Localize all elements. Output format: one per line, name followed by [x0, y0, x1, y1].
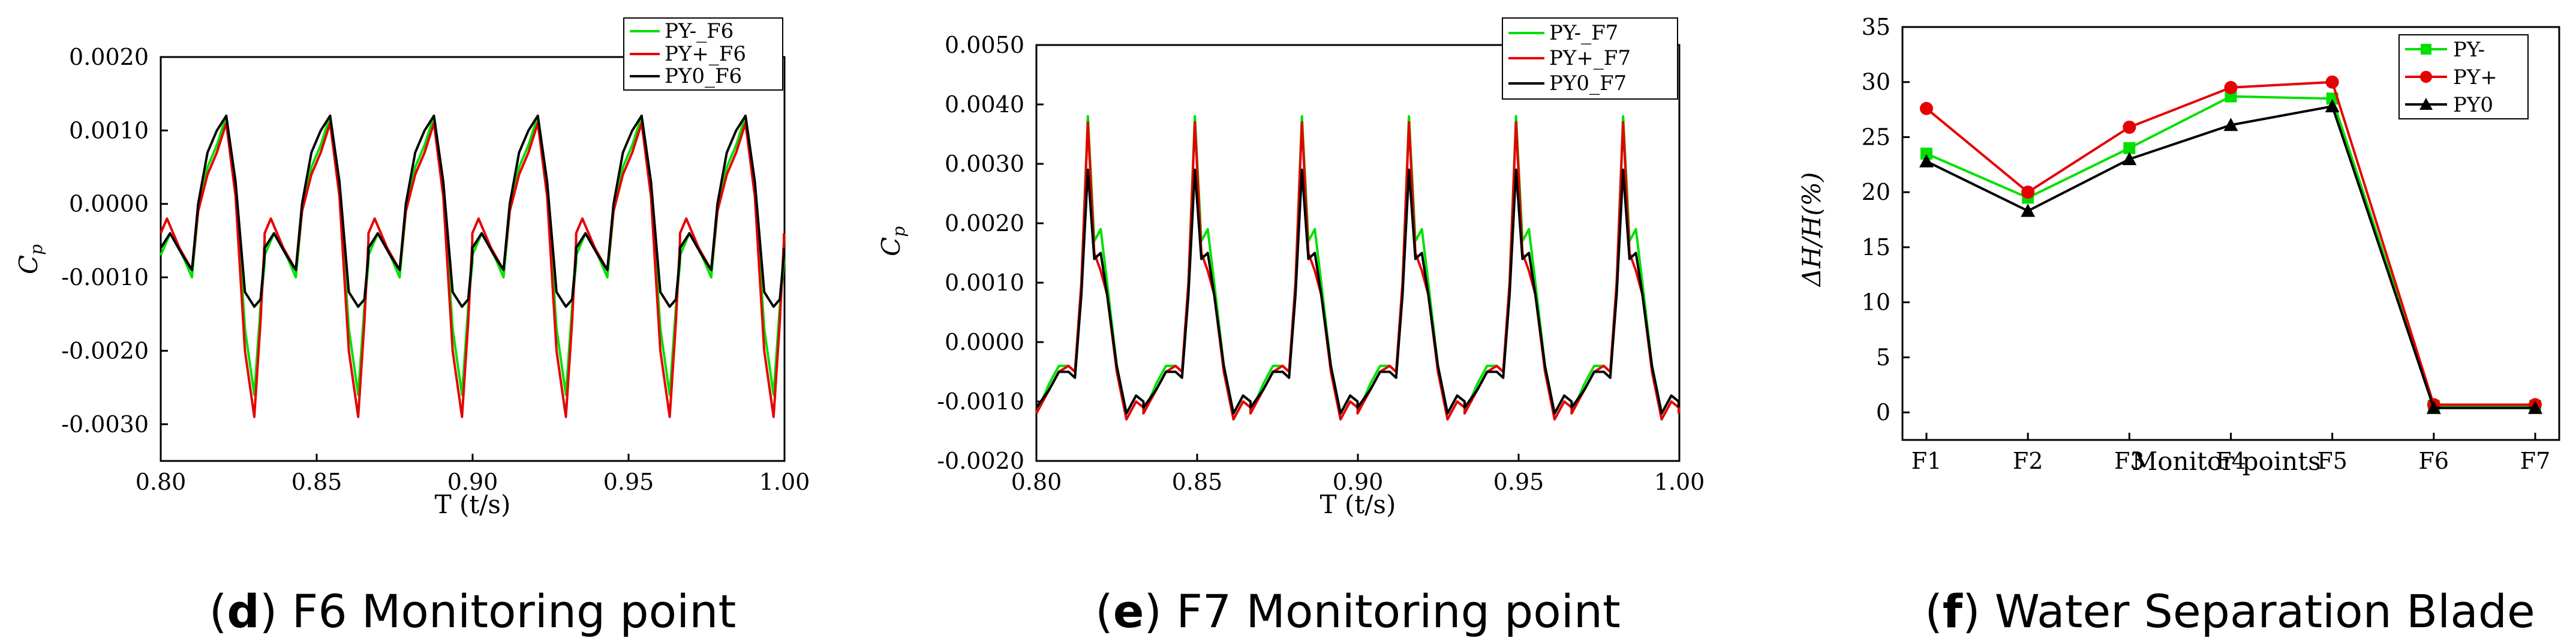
- chart-f-ytick-label-3: 20: [1862, 179, 1890, 205]
- chart-f-series-2-point-2: [2122, 152, 2137, 166]
- chart-d-lines: [160, 114, 785, 418]
- chart-e: 0.80 0.85 0.90 0.95 1.00 0.0050 0.0040 0.0030 0.…: [876, 17, 1705, 638]
- chart-f-ytick-label-6: 5: [1876, 344, 1890, 370]
- chart-e-ytick-label-5: 0.0000: [945, 329, 1024, 355]
- chart-f-series-2-point-0: [1919, 154, 1934, 167]
- chart-e-series-2: [1035, 168, 1680, 415]
- chart-d-ytick-label-5: -0.0030: [61, 411, 149, 438]
- chart-d-ytick-label-1: 0.0010: [69, 117, 149, 143]
- chart-e-ytick-label-3: 0.0020: [945, 210, 1024, 236]
- chart-f-ytick-label-0: 35: [1862, 14, 1890, 40]
- chart-f-legend-marker-0: [2421, 44, 2431, 55]
- chart-f-legend-label-0: PY-: [2453, 38, 2485, 62]
- chart-d: 0.80 0.85 0.90 0.95 1.00 0.0020 0.0010 0.0000 -0…: [14, 17, 810, 638]
- chart-f-series-2-point-5: [2426, 400, 2441, 414]
- chart-e-series-1: [1035, 121, 1680, 421]
- chart-d-series-1: [160, 122, 785, 418]
- chart-d-ytick-label-2: 0.0000: [69, 191, 149, 217]
- chart-f-ytick-label-2: 25: [1862, 124, 1890, 150]
- chart-f-series-1-point-3: [2224, 80, 2238, 94]
- chart-e-legend-box: [1502, 17, 1678, 100]
- chart-f-caption: (f) Water Separation Blade: [1925, 585, 2535, 638]
- chart-f-legend-marker-2: [2419, 98, 2433, 110]
- chart-e-ytick-label-7: -0.0020: [937, 448, 1024, 474]
- chart-e-ytick-label-4: 0.0010: [945, 269, 1024, 296]
- chart-f-series-0-point-0: [1920, 147, 1932, 160]
- chart-d-xtick-label-2: 0.90: [447, 469, 498, 495]
- chart-f-series-0-line: [1926, 95, 2535, 408]
- chart-f-xtick-label-4: F5: [2317, 448, 2347, 474]
- chart-e-xtick-label-2: 0.90: [1333, 469, 1384, 495]
- chart-f-series-2-point-6: [2528, 400, 2542, 414]
- chart-f-series-0-point-2: [2123, 142, 2136, 154]
- chart-e-xtick-label-4: 1.00: [1654, 469, 1705, 495]
- chart-e-legend-label-0: PY-_F7: [1549, 21, 1618, 45]
- chart-e-xlabel: T (t/s): [1320, 490, 1396, 519]
- chart-f-series-2-point-3: [2223, 118, 2238, 131]
- chart-f: F1 F2 F3 F4 F5 F6 F7 35 30 25 20 15 10 5 0 Monitor poi…: [1797, 14, 2560, 638]
- chart-f-series-1-point-1: [2021, 185, 2035, 199]
- chart-f-xtick-label-0: F1: [1911, 448, 1942, 474]
- chart-d-legend-label-0: PY-_F6: [665, 19, 734, 43]
- chart-f-ytick-label-7: 0: [1876, 399, 1890, 426]
- chart-e-xtick-label-3: 0.95: [1493, 469, 1544, 495]
- chart-f-xtick-label-2: F3: [2114, 448, 2145, 474]
- chart-f-legend-label-1: PY+: [2453, 65, 2497, 89]
- chart-f-series-2-line: [1926, 104, 2535, 409]
- chart-e-caption: (e) F7 Monitoring point: [1095, 585, 1621, 638]
- chart-d-caption: (d) F6 Monitoring point: [209, 585, 737, 638]
- chart-e-lines: [1035, 115, 1680, 421]
- chart-d-ytick-label-0: 0.0020: [69, 44, 149, 70]
- chart-e-xtick-label-0: 0.80: [1011, 469, 1062, 495]
- chart-f-xlabel: Monitor points: [2132, 447, 2320, 476]
- chart-e-ticks: 0.80 0.85 0.90 0.95 1.00 0.0050 0.0040 0.0030 0.…: [937, 32, 1705, 495]
- chart-d-legend: PY-_F6 PY+_F6 PY0_F6: [623, 17, 783, 91]
- chart-d-legend-label-1: PY+_F6: [665, 42, 746, 66]
- chart-f-ytick-label-5: 10: [1862, 289, 1890, 316]
- chart-d-xtick-label-0: 0.80: [136, 469, 187, 495]
- chart-d-ylabel: Cp: [14, 244, 46, 274]
- chart-f-series-2-point-4: [2325, 99, 2340, 113]
- chart-d-xlabel: T (t/s): [435, 490, 511, 519]
- chart-e-ytick-label-0: 0.0050: [945, 32, 1024, 58]
- chart-d-legend-label-2: PY0_F6: [665, 64, 742, 88]
- chart-e-xtick-label-1: 0.85: [1172, 469, 1223, 495]
- chart-f-ticks: F1 F2 F3 F4 F5 F6 F7 35 30 25 20 15 10 5 0: [1862, 14, 2551, 474]
- chart-f-ytick-label-1: 30: [1862, 69, 1890, 95]
- chart-f-series-1-point-2: [2123, 120, 2136, 134]
- chart-d-series-2: [160, 114, 785, 308]
- chart-f-legend-label-2: PY0: [2453, 93, 2493, 117]
- chart-e-ytick-label-6: -0.0010: [937, 388, 1024, 415]
- chart-f-xtick-label-1: F2: [2013, 448, 2043, 474]
- chart-f-series-0-point-4: [2326, 92, 2338, 105]
- chart-e-ytick-label-1: 0.0040: [945, 91, 1024, 118]
- chart-f-legend: PY- PY+ PY0: [2398, 34, 2529, 119]
- chart-d-ticks: 0.80 0.85 0.90 0.95 1.00 0.0020 0.0010 0.0000 -0…: [61, 44, 810, 495]
- chart-d-xtick-label-1: 0.85: [291, 469, 342, 495]
- chart-e-ytick-label-2: 0.0030: [945, 151, 1024, 177]
- chart-e-ylabel: Cp: [876, 226, 909, 256]
- chart-e-legend-label-1: PY+_F7: [1549, 46, 1631, 70]
- chart-f-xtick-label-5: F6: [2419, 448, 2449, 474]
- chart-f-ytick-label-4: 15: [1862, 234, 1890, 260]
- chart-d-xtick-label-4: 1.00: [759, 469, 810, 495]
- chart-e-legend: PY-_F7 PY+_F7 PY0_F7: [1502, 17, 1678, 100]
- chart-e-legend-label-2: PY0_F7: [1549, 71, 1627, 95]
- chart-f-xtick-label-3: F4: [2216, 448, 2246, 474]
- chart-f-lines: [1919, 75, 2542, 414]
- chart-d-ytick-label-4: -0.0020: [61, 337, 149, 364]
- chart-f-legend-marker-1: [2420, 71, 2432, 83]
- chart-f-series-2-point-1: [2021, 203, 2036, 217]
- chart-d-xtick-label-3: 0.95: [603, 469, 654, 495]
- chart-f-ylabel: ΔH/H(%): [1797, 172, 1826, 287]
- chart-f-xtick-label-6: F7: [2520, 448, 2551, 474]
- chart-f-series-1-point-4: [2325, 75, 2339, 89]
- chart-f-series-1-point-0: [1920, 101, 1933, 115]
- chart-d-ytick-label-3: -0.0010: [61, 264, 149, 290]
- chart-e-frame: [1035, 44, 1681, 462]
- chart-e-series-0: [1035, 115, 1680, 415]
